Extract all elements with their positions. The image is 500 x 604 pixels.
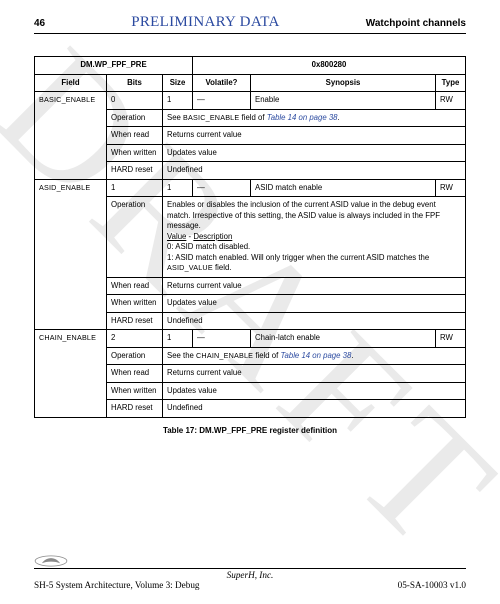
sub-row-label: Operation (107, 109, 163, 127)
field-volatile: — (193, 179, 251, 197)
sub-row-value: Undefined (163, 400, 466, 418)
sub-row-value: Updates value (163, 295, 466, 313)
field-type: RW (435, 330, 465, 348)
field-head-row: BASIC_ENABLE01—EnableRW (35, 92, 466, 110)
sub-row-label: When read (107, 365, 163, 383)
field-name: BASIC_ENABLE (35, 92, 107, 180)
field-synopsis: Chain-latch enable (251, 330, 436, 348)
register-table: DM.WP_FPF_PRE 0x800280 Field Bits Size V… (34, 56, 466, 418)
sub-row-label: When read (107, 127, 163, 145)
sub-row-value: Undefined (163, 162, 466, 180)
field-volatile: — (193, 330, 251, 348)
field-size: 1 (163, 330, 193, 348)
col-volatile: Volatile? (193, 74, 251, 92)
column-header-row: Field Bits Size Volatile? Synopsis Type (35, 74, 466, 92)
page-header: 46 PRELIMINARY DATA Watchpoint channels (34, 14, 466, 34)
field-bits: 0 (107, 92, 163, 110)
col-bits: Bits (107, 74, 163, 92)
field-size: 1 (163, 179, 193, 197)
sub-row-value: Updates value (163, 144, 466, 162)
page-number: 46 (34, 18, 45, 29)
sub-row-value: Returns current value (163, 127, 466, 145)
section-title: Watchpoint channels (366, 18, 466, 29)
footer-company: SuperH, Inc. (178, 570, 322, 580)
field-type: RW (435, 179, 465, 197)
sub-row-value: Updates value (163, 382, 466, 400)
register-address: 0x800280 (193, 57, 466, 75)
col-field: Field (35, 74, 107, 92)
field-head-row: CHAIN_ENABLE21—Chain-latch enableRW (35, 330, 466, 348)
title-row: DM.WP_FPF_PRE 0x800280 (35, 57, 466, 75)
sub-row-label: When written (107, 144, 163, 162)
col-synopsis: Synopsis (251, 74, 436, 92)
field-bits: 1 (107, 179, 163, 197)
field-name: CHAIN_ENABLE (35, 330, 107, 418)
table-caption: Table 17: DM.WP_FPF_PRE register definit… (34, 426, 466, 435)
sub-row-label: HARD reset (107, 400, 163, 418)
field-volatile: — (193, 92, 251, 110)
sub-row-label: HARD reset (107, 312, 163, 330)
field-name: ASID_ENABLE (35, 179, 107, 330)
footer-rev: 05-SA-10003 v1.0 (398, 580, 466, 590)
footer-doc: SH-5 System Architecture, Volume 3: Debu… (34, 580, 200, 590)
sub-row-label: When written (107, 382, 163, 400)
sub-row-label: Operation (107, 347, 163, 365)
field-bits: 2 (107, 330, 163, 348)
field-type: RW (435, 92, 465, 110)
field-synopsis: ASID match enable (251, 179, 436, 197)
col-type: Type (435, 74, 465, 92)
sub-row-value: Enables or disables the inclusion of the… (163, 197, 466, 278)
company-logo (34, 553, 68, 574)
field-size: 1 (163, 92, 193, 110)
sub-row-value: See BASIC_ENABLE field of Table 14 on pa… (163, 109, 466, 127)
sub-row-label: When written (107, 295, 163, 313)
field-synopsis: Enable (251, 92, 436, 110)
sub-row-label: Operation (107, 197, 163, 278)
sub-row-label: HARD reset (107, 162, 163, 180)
sub-row-value: Returns current value (163, 365, 466, 383)
register-name: DM.WP_FPF_PRE (35, 57, 193, 75)
sub-row-label: When read (107, 277, 163, 295)
preliminary-banner: PRELIMINARY DATA (131, 14, 279, 31)
field-head-row: ASID_ENABLE11—ASID match enableRW (35, 179, 466, 197)
sub-row-value: Undefined (163, 312, 466, 330)
sub-row-value: Returns current value (163, 277, 466, 295)
col-size: Size (163, 74, 193, 92)
sub-row-value: See the CHAIN_ENABLE field of Table 14 o… (163, 347, 466, 365)
